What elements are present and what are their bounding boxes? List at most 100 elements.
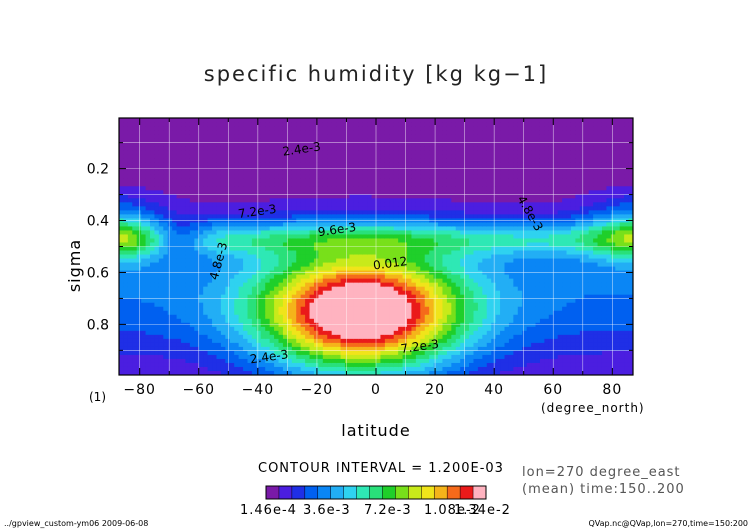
contour-cell bbox=[411, 230, 417, 236]
contour-cell bbox=[154, 162, 160, 167]
contour-cell bbox=[380, 262, 386, 268]
contour-cell bbox=[123, 350, 129, 356]
contour-cell bbox=[376, 194, 382, 199]
contour-cell bbox=[127, 362, 133, 368]
contour-cell bbox=[309, 334, 315, 340]
contour-cell bbox=[344, 270, 351, 276]
contour-cell bbox=[154, 150, 160, 155]
contour-cell bbox=[194, 266, 200, 272]
contour-cell bbox=[282, 226, 288, 232]
contour-cell bbox=[132, 234, 138, 240]
contour-cell bbox=[411, 318, 417, 324]
contour-cell bbox=[176, 202, 182, 207]
contour-cell bbox=[398, 190, 404, 195]
contour-cell bbox=[327, 358, 333, 364]
contour-cell bbox=[216, 342, 222, 348]
contour-cell bbox=[384, 306, 390, 312]
contour-cell bbox=[420, 158, 426, 163]
contour-cell bbox=[282, 310, 288, 316]
contour-cell bbox=[243, 346, 249, 352]
contour-cell bbox=[460, 126, 466, 131]
contour-cell bbox=[384, 230, 390, 236]
contour-cell bbox=[305, 186, 311, 191]
contour-cell bbox=[393, 146, 399, 151]
contour-cell bbox=[393, 178, 399, 183]
contour-cell bbox=[216, 186, 222, 191]
contour-cell bbox=[411, 278, 417, 284]
contour-cell bbox=[158, 318, 164, 324]
contour-cell bbox=[185, 246, 191, 252]
contour-cell bbox=[132, 134, 138, 139]
contour-cell bbox=[123, 354, 129, 360]
contour-cell bbox=[371, 242, 377, 248]
contour-cell bbox=[123, 174, 129, 179]
contour-cell bbox=[380, 174, 386, 179]
contour-cell bbox=[181, 126, 187, 131]
contour-cell bbox=[340, 226, 346, 232]
contour-cell bbox=[393, 198, 399, 203]
contour-cell bbox=[322, 146, 328, 151]
contour-cell bbox=[455, 286, 461, 292]
contour-cell bbox=[464, 138, 470, 143]
contour-cell bbox=[353, 342, 359, 348]
contour-cell bbox=[344, 362, 351, 368]
contour-cell bbox=[296, 154, 302, 159]
contour-cell bbox=[442, 334, 448, 340]
contour-cell bbox=[322, 326, 328, 332]
contour-cell bbox=[229, 122, 235, 127]
contour-cell bbox=[464, 134, 470, 139]
contour-cell bbox=[393, 186, 399, 191]
contour-cell bbox=[150, 302, 156, 308]
contour-cell bbox=[393, 214, 399, 219]
contour-cell bbox=[415, 230, 421, 236]
contour-cell bbox=[225, 270, 231, 276]
contour-cell bbox=[446, 142, 452, 147]
contour-cell bbox=[203, 234, 209, 240]
contour-cell bbox=[123, 186, 129, 191]
contour-cell bbox=[446, 354, 452, 360]
contour-cell bbox=[393, 338, 399, 344]
contour-cell bbox=[353, 126, 359, 131]
contour-cell bbox=[322, 298, 328, 304]
contour-cell bbox=[322, 306, 328, 312]
contour-cell bbox=[136, 186, 142, 191]
contour-cell bbox=[212, 118, 218, 123]
contour-cell bbox=[172, 170, 178, 175]
contour-cell bbox=[145, 346, 151, 352]
contour-cell bbox=[318, 154, 324, 159]
contour-cell bbox=[305, 274, 311, 280]
contour-cell bbox=[251, 126, 257, 131]
contour-cell bbox=[150, 222, 156, 228]
contour-cell bbox=[309, 246, 315, 252]
contour-cell bbox=[207, 158, 213, 163]
contour-cell bbox=[150, 118, 156, 123]
contour-cell bbox=[393, 330, 399, 336]
contour-cell bbox=[424, 342, 430, 348]
contour-cell bbox=[318, 310, 324, 316]
contour-cell bbox=[220, 266, 226, 272]
contour-cell bbox=[167, 122, 173, 127]
contour-cell bbox=[234, 190, 240, 195]
contour-cell bbox=[269, 298, 275, 304]
contour-cell bbox=[269, 334, 275, 340]
contour-cell bbox=[309, 270, 315, 276]
contour-cell bbox=[420, 322, 426, 328]
contour-cell bbox=[234, 350, 240, 356]
contour-cell bbox=[384, 314, 390, 320]
contour-cell bbox=[158, 202, 164, 207]
contour-cell bbox=[433, 246, 439, 252]
contour-cell bbox=[313, 294, 319, 300]
contour-cell bbox=[150, 134, 156, 139]
contour-cell bbox=[189, 234, 195, 240]
contour-cell bbox=[398, 298, 404, 304]
contour-cell bbox=[380, 158, 386, 163]
contour-cell bbox=[393, 158, 399, 163]
contour-cell bbox=[420, 246, 426, 252]
contour-cell bbox=[460, 370, 466, 375]
contour-cell bbox=[150, 234, 156, 240]
contour-cell bbox=[198, 310, 204, 316]
contour-cell bbox=[198, 186, 204, 191]
contour-cell bbox=[358, 326, 364, 332]
contour-cell bbox=[119, 198, 125, 203]
contour-cell bbox=[318, 210, 324, 215]
